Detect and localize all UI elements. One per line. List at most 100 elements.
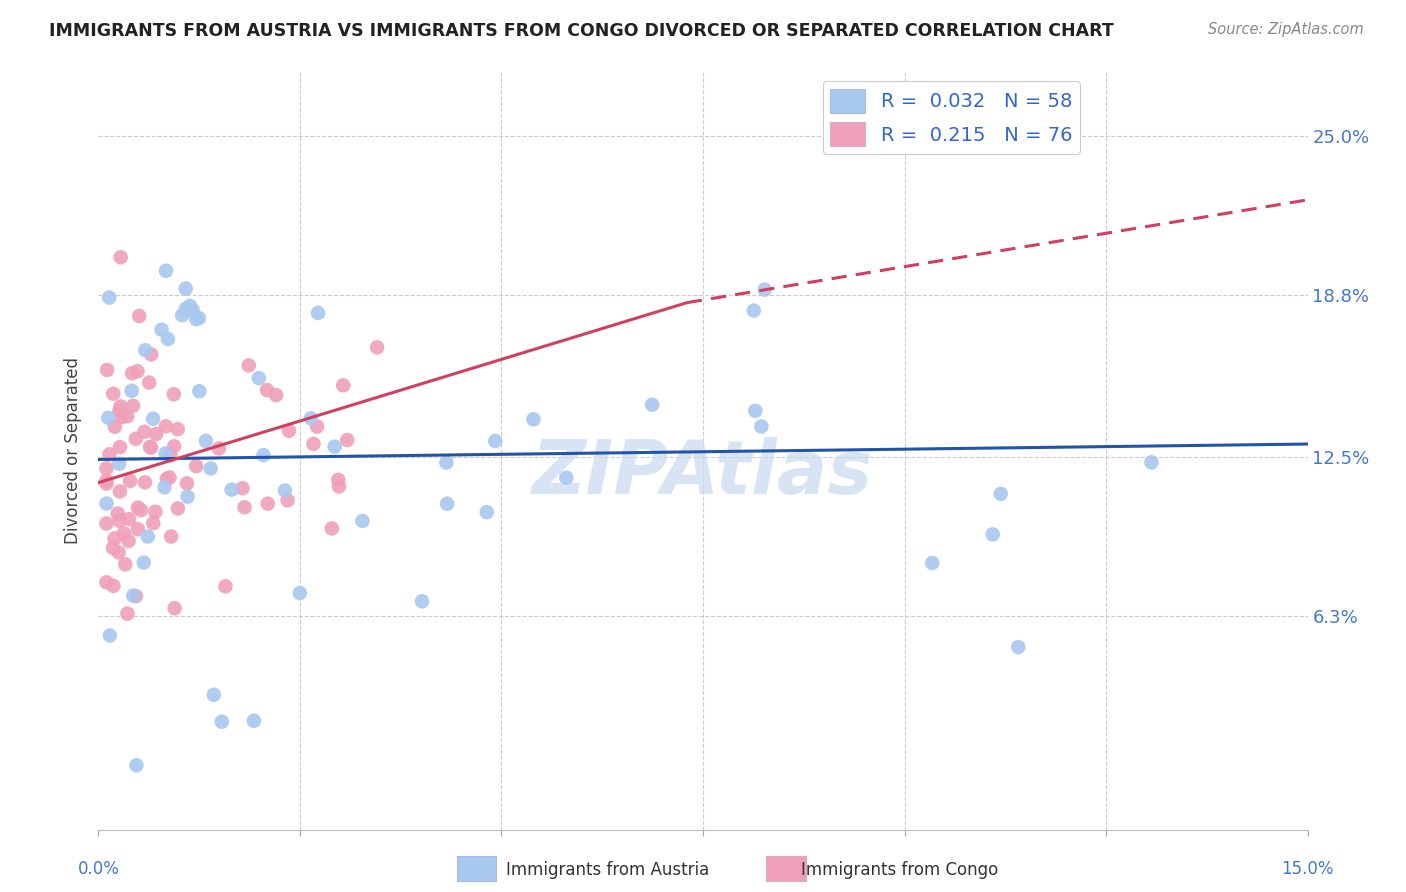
Point (174, 282, 197, 296)
Point (136, 529, 159, 543)
Text: 15.0%: 15.0% (1281, 861, 1334, 879)
Point (159, 470, 181, 484)
Point (641, 398, 664, 412)
Point (1140, 455, 1163, 469)
Point (155, 419, 177, 434)
Point (278, 424, 301, 438)
Point (744, 404, 766, 418)
Text: Source: ZipAtlas.com: Source: ZipAtlas.com (1208, 22, 1364, 37)
Point (96, 461, 118, 475)
Point (749, 419, 772, 434)
Point (172, 308, 194, 322)
Point (176, 476, 198, 491)
Point (101, 541, 124, 555)
Point (302, 437, 325, 451)
Point (153, 480, 176, 494)
Point (307, 306, 329, 320)
Point (139, 440, 162, 454)
Point (163, 601, 186, 615)
Point (134, 475, 156, 490)
Text: ZIPAtlas: ZIPAtlas (533, 437, 873, 509)
Point (166, 422, 188, 436)
Point (107, 545, 129, 559)
Point (142, 516, 165, 530)
Point (328, 479, 350, 493)
Point (122, 589, 145, 603)
Point (98, 291, 121, 305)
Point (274, 483, 297, 498)
Point (142, 411, 165, 425)
Point (194, 434, 217, 448)
Point (231, 481, 253, 495)
Point (990, 487, 1012, 501)
Point (202, 688, 225, 702)
Point (163, 387, 186, 401)
Point (211, 714, 233, 729)
Point (110, 400, 132, 414)
Point (522, 412, 544, 426)
Point (555, 471, 578, 485)
Point (307, 419, 329, 434)
Point (221, 483, 243, 497)
Point (200, 461, 222, 475)
Point (754, 283, 776, 297)
Point (166, 501, 188, 516)
Point (141, 347, 163, 361)
Point (188, 384, 211, 399)
Point (117, 607, 139, 621)
Text: Immigrants from Austria: Immigrants from Austria (506, 861, 710, 879)
Point (98, 447, 121, 461)
Point (160, 529, 183, 543)
Point (117, 409, 139, 424)
Point (208, 442, 231, 456)
Point (108, 403, 131, 417)
Point (352, 514, 374, 528)
Point (299, 411, 322, 425)
Point (108, 484, 131, 499)
Legend: R =  0.032   N = 58, R =  0.215   N = 76: R = 0.032 N = 58, R = 0.215 N = 76 (823, 81, 1080, 153)
Point (125, 589, 148, 603)
Point (120, 474, 142, 488)
Point (174, 301, 197, 316)
Point (150, 323, 173, 337)
Point (97, 410, 120, 425)
Point (264, 388, 287, 402)
Point (181, 303, 204, 318)
Point (104, 419, 127, 434)
Point (112, 526, 135, 541)
Point (159, 448, 181, 462)
Text: IMMIGRANTS FROM AUSTRIA VS IMMIGRANTS FROM CONGO DIVORCED OR SEPARATED CORRELATI: IMMIGRANTS FROM AUSTRIA VS IMMIGRANTS FR… (49, 22, 1114, 40)
Point (156, 332, 179, 346)
Point (134, 425, 156, 439)
Point (256, 383, 278, 397)
Point (411, 594, 433, 608)
Point (156, 472, 179, 486)
Point (98, 628, 121, 642)
Point (143, 505, 166, 519)
Text: Immigrants from Congo: Immigrants from Congo (801, 861, 998, 879)
Point (831, 129, 853, 144)
Point (323, 440, 346, 454)
Point (332, 378, 354, 392)
Point (188, 311, 211, 326)
Point (921, 556, 943, 570)
Point (238, 359, 260, 373)
Point (96, 476, 118, 491)
Point (1007, 640, 1029, 654)
Point (138, 376, 160, 390)
Point (186, 459, 208, 474)
Point (214, 579, 236, 593)
Point (96, 516, 118, 531)
Point (252, 448, 274, 462)
Point (163, 439, 186, 453)
Point (121, 384, 143, 398)
Point (96, 363, 118, 377)
Point (132, 556, 155, 570)
Point (186, 312, 208, 326)
Point (981, 527, 1004, 541)
Point (129, 503, 152, 517)
Point (256, 497, 278, 511)
Point (125, 432, 148, 446)
Point (127, 522, 149, 536)
Point (366, 340, 388, 354)
